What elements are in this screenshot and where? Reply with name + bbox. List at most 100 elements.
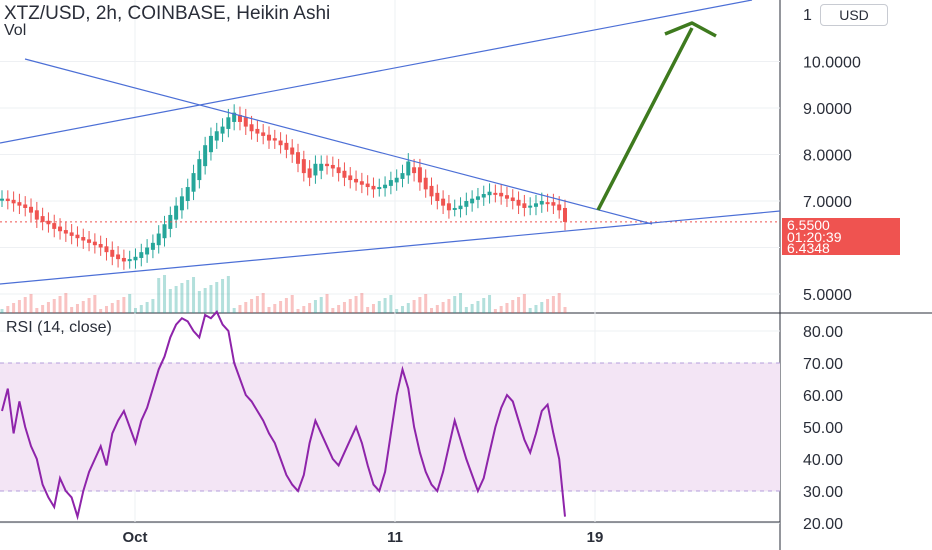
candle-body (539, 201, 544, 205)
volume-bar (267, 307, 271, 313)
price-tick-label: 7.0000 (803, 194, 852, 211)
candle-body (266, 134, 271, 141)
candle-body (272, 138, 277, 141)
candle-body (29, 206, 34, 213)
candle-body (383, 184, 388, 189)
volume-bar (406, 303, 410, 313)
volume-bar (279, 301, 283, 313)
volume-bar (0, 309, 4, 313)
volume-bar (337, 305, 341, 313)
price-tick-label: 5.0000 (803, 287, 852, 304)
volume-bar (540, 302, 544, 313)
volume-bar (447, 299, 451, 313)
volume-bar (511, 300, 515, 313)
countdown-tag: 01:20:39 (782, 230, 900, 244)
volume-bar (226, 276, 230, 313)
volume-bar (41, 305, 45, 313)
candle-body (400, 173, 405, 179)
volume-label: Vol (4, 22, 27, 39)
volume-bar (93, 295, 97, 313)
candle-body (191, 173, 196, 192)
volume-bar (395, 309, 399, 313)
candle-body (319, 163, 324, 171)
volume-bar (499, 306, 503, 313)
volume-bar (104, 306, 108, 313)
candle-body (545, 202, 550, 205)
candle-body (481, 194, 486, 198)
time-tick-label: 11 (387, 529, 403, 546)
candle-body (145, 247, 150, 255)
volume-bar (186, 280, 190, 313)
candle-body (359, 181, 364, 185)
candle-body (58, 226, 63, 232)
volume-bar (23, 297, 27, 313)
candle-body (551, 202, 556, 206)
candle-body (290, 147, 295, 155)
candle-body (522, 203, 527, 208)
price-tick-label: 9.0000 (803, 101, 852, 118)
ascending-support-line (0, 210, 781, 285)
candle-body (330, 164, 335, 169)
candle-body (23, 204, 28, 208)
candle-body (470, 198, 475, 204)
volume-bar (546, 299, 550, 313)
upper-channel-line (0, 0, 753, 144)
candle-body (87, 239, 92, 243)
candle-body (197, 159, 202, 181)
volume-bar (75, 304, 79, 313)
volume-bar (128, 294, 132, 313)
candle-body (34, 210, 39, 220)
volume-bar (371, 304, 375, 313)
volume-bar (296, 309, 300, 313)
volume-bar (221, 279, 225, 313)
candle-body (17, 202, 22, 206)
volume-bar (180, 283, 184, 313)
candle-body (371, 185, 376, 190)
candle-body (429, 185, 434, 197)
candle-body (226, 117, 231, 129)
currency-button[interactable]: USD (820, 4, 888, 26)
candle-body (313, 163, 318, 176)
volume-bar (52, 299, 56, 313)
volume-bar (209, 285, 213, 313)
volume-bar (476, 301, 480, 313)
volume-bar (163, 275, 167, 313)
volume-bar (493, 309, 497, 313)
volume-bar (522, 294, 526, 313)
time-tick-label: Oct (122, 529, 147, 546)
candle-body (325, 163, 330, 167)
volume-bar (313, 300, 317, 313)
volume-bar (255, 296, 259, 313)
volume-bar (122, 297, 126, 313)
candle-body (75, 234, 80, 239)
candle-body (446, 203, 451, 211)
volume-bar (366, 307, 370, 313)
candle-body (63, 230, 68, 234)
volume-bar (87, 298, 91, 313)
candle-body (5, 198, 10, 201)
candle-body (104, 246, 109, 253)
volume-bar (70, 307, 74, 313)
candle-body (301, 159, 306, 174)
candle-body (533, 203, 538, 207)
volume-bar (250, 299, 254, 313)
candle-body (208, 135, 213, 153)
candle-body (354, 178, 359, 183)
rsi-tick-label: 80.00 (803, 324, 843, 341)
candle-body (487, 191, 492, 196)
rsi-line (1, 310, 566, 521)
candle-body (162, 224, 167, 239)
volume-bar (534, 305, 538, 313)
candle-body (11, 199, 16, 204)
candle-body (435, 192, 440, 201)
rsi-band (0, 363, 780, 491)
volume-bar (35, 308, 39, 313)
volume-bar (17, 300, 21, 313)
volume-bar (238, 305, 242, 313)
volume-bar (377, 301, 381, 313)
volume-bar (517, 297, 521, 313)
price-tick-label: 1 (803, 7, 812, 24)
candle-body (46, 220, 51, 225)
rsi-tick-label: 60.00 (803, 388, 843, 405)
